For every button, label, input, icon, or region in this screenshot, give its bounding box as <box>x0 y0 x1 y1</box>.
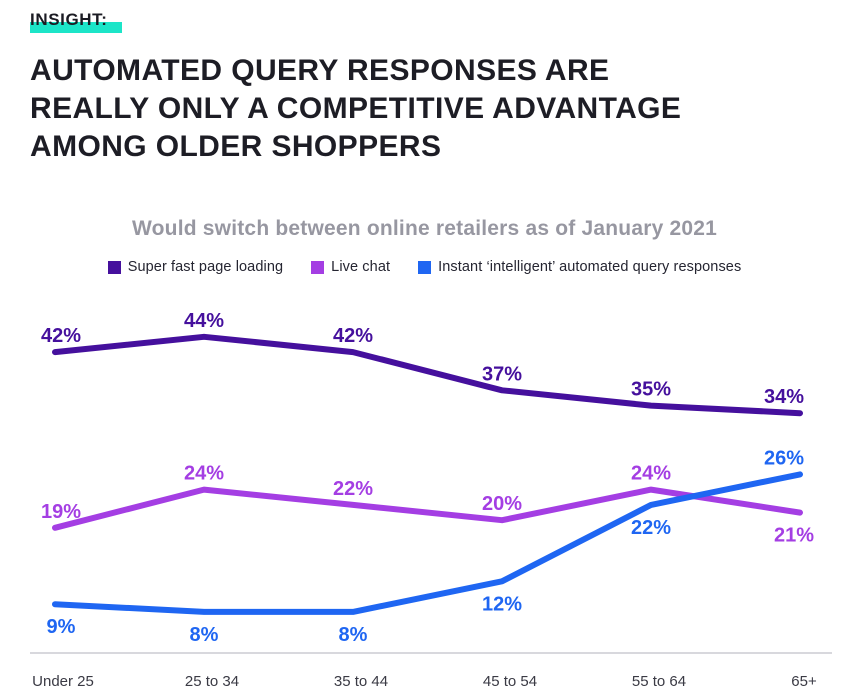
data-label: 44% <box>184 310 224 332</box>
data-label: 24% <box>631 463 671 485</box>
page-title-line-1: AUTOMATED QUERY RESPONSES ARE <box>30 54 610 87</box>
data-label: 9% <box>47 616 76 638</box>
legend-swatch-icon <box>418 260 432 274</box>
data-label: 22% <box>333 478 373 500</box>
data-label: 24% <box>184 463 224 485</box>
legend-label: Super fast page loading <box>127 259 284 275</box>
page-title: AUTOMATED QUERY RESPONSES ARE REALLY ONL… <box>30 52 830 166</box>
data-label: 8% <box>190 624 219 646</box>
data-label: 42% <box>41 325 81 347</box>
legend-item-automated-query-responses: Instant ‘intelligent’ automated query re… <box>418 259 741 275</box>
legend-swatch-icon <box>311 260 325 274</box>
line-series-0 <box>52 333 803 417</box>
legend-item-live-chat: Live chat <box>311 259 390 275</box>
data-label: 8% <box>339 624 368 646</box>
x-axis-label: Under 25 <box>32 673 94 690</box>
chart-legend: Super fast page loading Live chat Instan… <box>0 259 849 275</box>
chart-title: Would switch between online retailers as… <box>132 217 717 240</box>
x-axis-label: 65+ <box>791 673 817 690</box>
insight-label: INSIGHT: <box>30 10 122 33</box>
x-axis-label: 25 to 34 <box>185 673 239 690</box>
x-axis-label: 35 to 44 <box>334 673 388 690</box>
data-label: 21% <box>774 525 814 547</box>
page-title-line-3: AMONG OLDER SHOPPERS <box>30 130 442 163</box>
data-label: 12% <box>482 593 522 615</box>
data-label: 22% <box>631 517 671 539</box>
line-series-1 <box>52 486 803 531</box>
data-label: 26% <box>764 447 804 469</box>
insight-highlight-text: INSIGHT: <box>30 10 122 33</box>
x-axis-label: 55 to 64 <box>632 673 686 690</box>
data-label: 19% <box>41 501 81 523</box>
line-chart-canvas: Under 25 25 to 34 35 to 44 45 to 54 55 to 64… <box>30 310 832 690</box>
legend-label: Instant ‘intelligent’ automated query re… <box>438 259 742 275</box>
line-series-2 <box>52 471 803 615</box>
legend-item-super-fast-page-loading: Super fast page loading <box>107 259 284 275</box>
data-label: 42% <box>333 325 373 347</box>
data-label: 35% <box>631 379 671 401</box>
legend-swatch-icon <box>107 260 121 274</box>
page-title-line-2: REALLY ONLY A COMPETITIVE ADVANTAGE <box>30 92 682 125</box>
x-axis-label: 45 to 54 <box>483 673 537 690</box>
data-label: 37% <box>482 363 522 385</box>
legend-label: Live chat <box>331 259 391 275</box>
data-label: 20% <box>482 493 522 515</box>
data-label: 34% <box>764 386 804 408</box>
